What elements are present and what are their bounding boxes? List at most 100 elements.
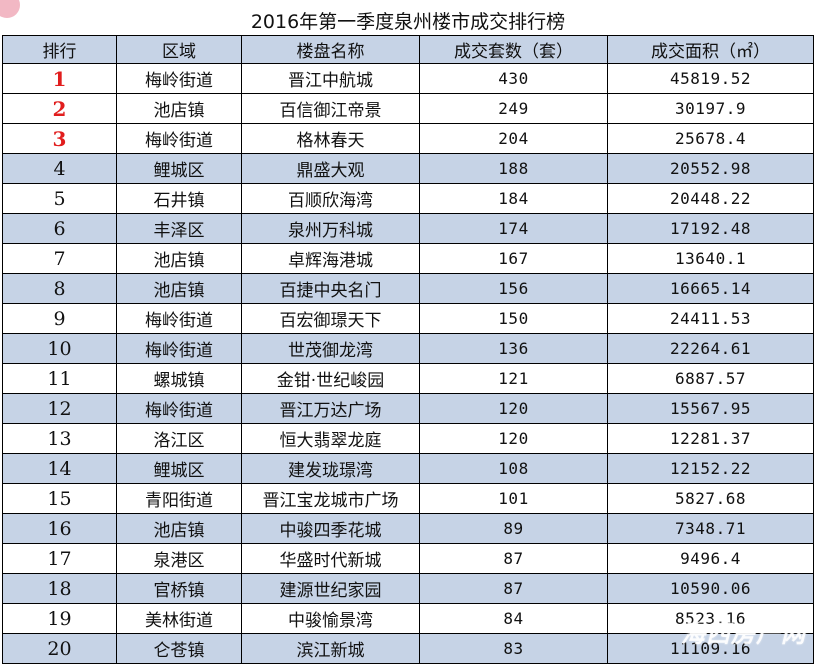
table-row: 5 石井镇 百顺欣海湾 184 20448.22	[2, 183, 814, 214]
project-name-cell: 华盛时代新城	[241, 543, 420, 574]
units-cell: 188	[419, 153, 608, 184]
units-cell: 87	[419, 573, 608, 604]
area-cell: 池店镇	[116, 273, 242, 304]
floor-area-cell: 12152.22	[607, 453, 814, 484]
table-row: 18 官桥镇 建源世纪家园 87 10590.06	[2, 573, 814, 604]
units-cell: 121	[419, 363, 608, 394]
floor-area-cell: 5827.68	[607, 483, 814, 514]
area-cell: 洛江区	[116, 423, 242, 454]
floor-area-cell: 15567.95	[607, 393, 814, 424]
area-cell: 梅岭街道	[116, 303, 242, 334]
units-cell: 108	[419, 453, 608, 484]
floor-area-cell: 16665.14	[607, 273, 814, 304]
floor-area-cell: 30197.9	[607, 93, 814, 124]
floor-area-cell: 20448.22	[607, 183, 814, 214]
project-name-cell: 百宏御璟天下	[241, 303, 420, 334]
col-header-floor-area: 成交面积（㎡）	[607, 35, 814, 64]
project-name-cell: 世茂御龙湾	[241, 333, 420, 364]
area-cell: 美林街道	[116, 603, 242, 634]
project-name-cell: 卓辉海港城	[241, 243, 420, 274]
rank-cell: 5	[2, 183, 117, 214]
floor-area-cell: 9496.4	[607, 543, 814, 574]
rank-cell: 3	[2, 123, 117, 154]
rank-cell: 16	[2, 513, 117, 544]
table-row: 2 池店镇 百信御江帝景 249 30197.9	[2, 93, 814, 124]
project-name-cell: 格林春天	[241, 123, 420, 154]
area-cell: 鲤城区	[116, 153, 242, 184]
table-row: 4 鲤城区 鼎盛大观 188 20552.98	[2, 153, 814, 184]
table-row: 7 池店镇 卓辉海港城 167 13640.1	[2, 243, 814, 274]
rank-cell: 8	[2, 273, 117, 304]
area-cell: 梅岭街道	[116, 123, 242, 154]
area-cell: 螺城镇	[116, 363, 242, 394]
area-cell: 梅岭街道	[116, 63, 242, 94]
table-row: 1 梅岭街道 晋江中航城 430 45819.52	[2, 63, 814, 94]
rank-cell: 20	[2, 633, 117, 664]
table-row: 8 池店镇 百捷中央名门 156 16665.14	[2, 273, 814, 304]
rank-cell: 6	[2, 213, 117, 244]
table-row: 12 梅岭街道 晋江万达广场 120 15567.95	[2, 393, 814, 424]
table-row: 9 梅岭街道 百宏御璟天下 150 24411.53	[2, 303, 814, 334]
col-header-area: 区域	[116, 35, 242, 64]
rank-cell: 15	[2, 483, 117, 514]
rank-cell: 18	[2, 573, 117, 604]
floor-area-cell: 11109.16	[607, 633, 814, 664]
watermark-logo: 海西房产网	[681, 620, 806, 648]
table-row: 6 丰泽区 泉州万科城 174 17192.48	[2, 213, 814, 244]
ranking-table: 排行 区域 楼盘名称 成交套数（套） 成交面积（㎡） 1 梅岭街道 晋江中航城 430…	[2, 35, 814, 664]
table-row: 15 青阳街道 晋江宝龙城市广场 101 5827.68	[2, 483, 814, 514]
units-cell: 83	[419, 633, 608, 664]
units-cell: 204	[419, 123, 608, 154]
table-row: 16 池店镇 中骏四季花城 89 7348.71	[2, 513, 814, 544]
table-row: 14 鲤城区 建发珑璟湾 108 12152.22	[2, 453, 814, 484]
area-cell: 仑苍镇	[116, 633, 242, 664]
units-cell: 150	[419, 303, 608, 334]
units-cell: 249	[419, 93, 608, 124]
area-cell: 池店镇	[116, 243, 242, 274]
project-name-cell: 建发珑璟湾	[241, 453, 420, 484]
project-name-cell: 晋江万达广场	[241, 393, 420, 424]
floor-area-cell: 13640.1	[607, 243, 814, 274]
rank-cell: 1	[2, 63, 117, 94]
area-cell: 池店镇	[116, 513, 242, 544]
floor-area-cell: 22264.61	[607, 333, 814, 364]
rank-cell: 12	[2, 393, 117, 424]
floor-area-cell: 6887.57	[607, 363, 814, 394]
rank-cell: 11	[2, 363, 117, 394]
rank-cell: 7	[2, 243, 117, 274]
project-name-cell: 金钳·世纪峻园	[241, 363, 420, 394]
rank-cell: 4	[2, 153, 117, 184]
rank-cell: 17	[2, 543, 117, 574]
units-cell: 156	[419, 273, 608, 304]
units-cell: 167	[419, 243, 608, 274]
floor-area-cell: 24411.53	[607, 303, 814, 334]
project-name-cell: 晋江宝龙城市广场	[241, 483, 420, 514]
project-name-cell: 恒大翡翠龙庭	[241, 423, 420, 454]
area-cell: 丰泽区	[116, 213, 242, 244]
units-cell: 174	[419, 213, 608, 244]
rank-cell: 10	[2, 333, 117, 364]
area-cell: 梅岭街道	[116, 393, 242, 424]
units-cell: 120	[419, 423, 608, 454]
project-name-cell: 建源世纪家园	[241, 573, 420, 604]
project-name-cell: 滨江新城	[241, 633, 420, 664]
area-cell: 石井镇	[116, 183, 242, 214]
table-row: 19 美林街道 中骏愉景湾 84 8523.16	[2, 603, 814, 634]
area-cell: 池店镇	[116, 93, 242, 124]
area-cell: 官桥镇	[116, 573, 242, 604]
table-row: 17 泉港区 华盛时代新城 87 9496.4	[2, 543, 814, 574]
rank-cell: 2	[2, 93, 117, 124]
rank-cell: 9	[2, 303, 117, 334]
units-cell: 120	[419, 393, 608, 424]
project-name-cell: 中骏愉景湾	[241, 603, 420, 634]
project-name-cell: 鼎盛大观	[241, 153, 420, 184]
floor-area-cell: 12281.37	[607, 423, 814, 454]
header-row: 排行 区域 楼盘名称 成交套数（套） 成交面积（㎡）	[2, 35, 814, 64]
rank-cell: 19	[2, 603, 117, 634]
units-cell: 101	[419, 483, 608, 514]
rank-cell: 14	[2, 453, 117, 484]
floor-area-cell: 25678.4	[607, 123, 814, 154]
table-title: 2016年第一季度泉州楼市成交排行榜	[250, 10, 566, 33]
units-cell: 87	[419, 543, 608, 574]
